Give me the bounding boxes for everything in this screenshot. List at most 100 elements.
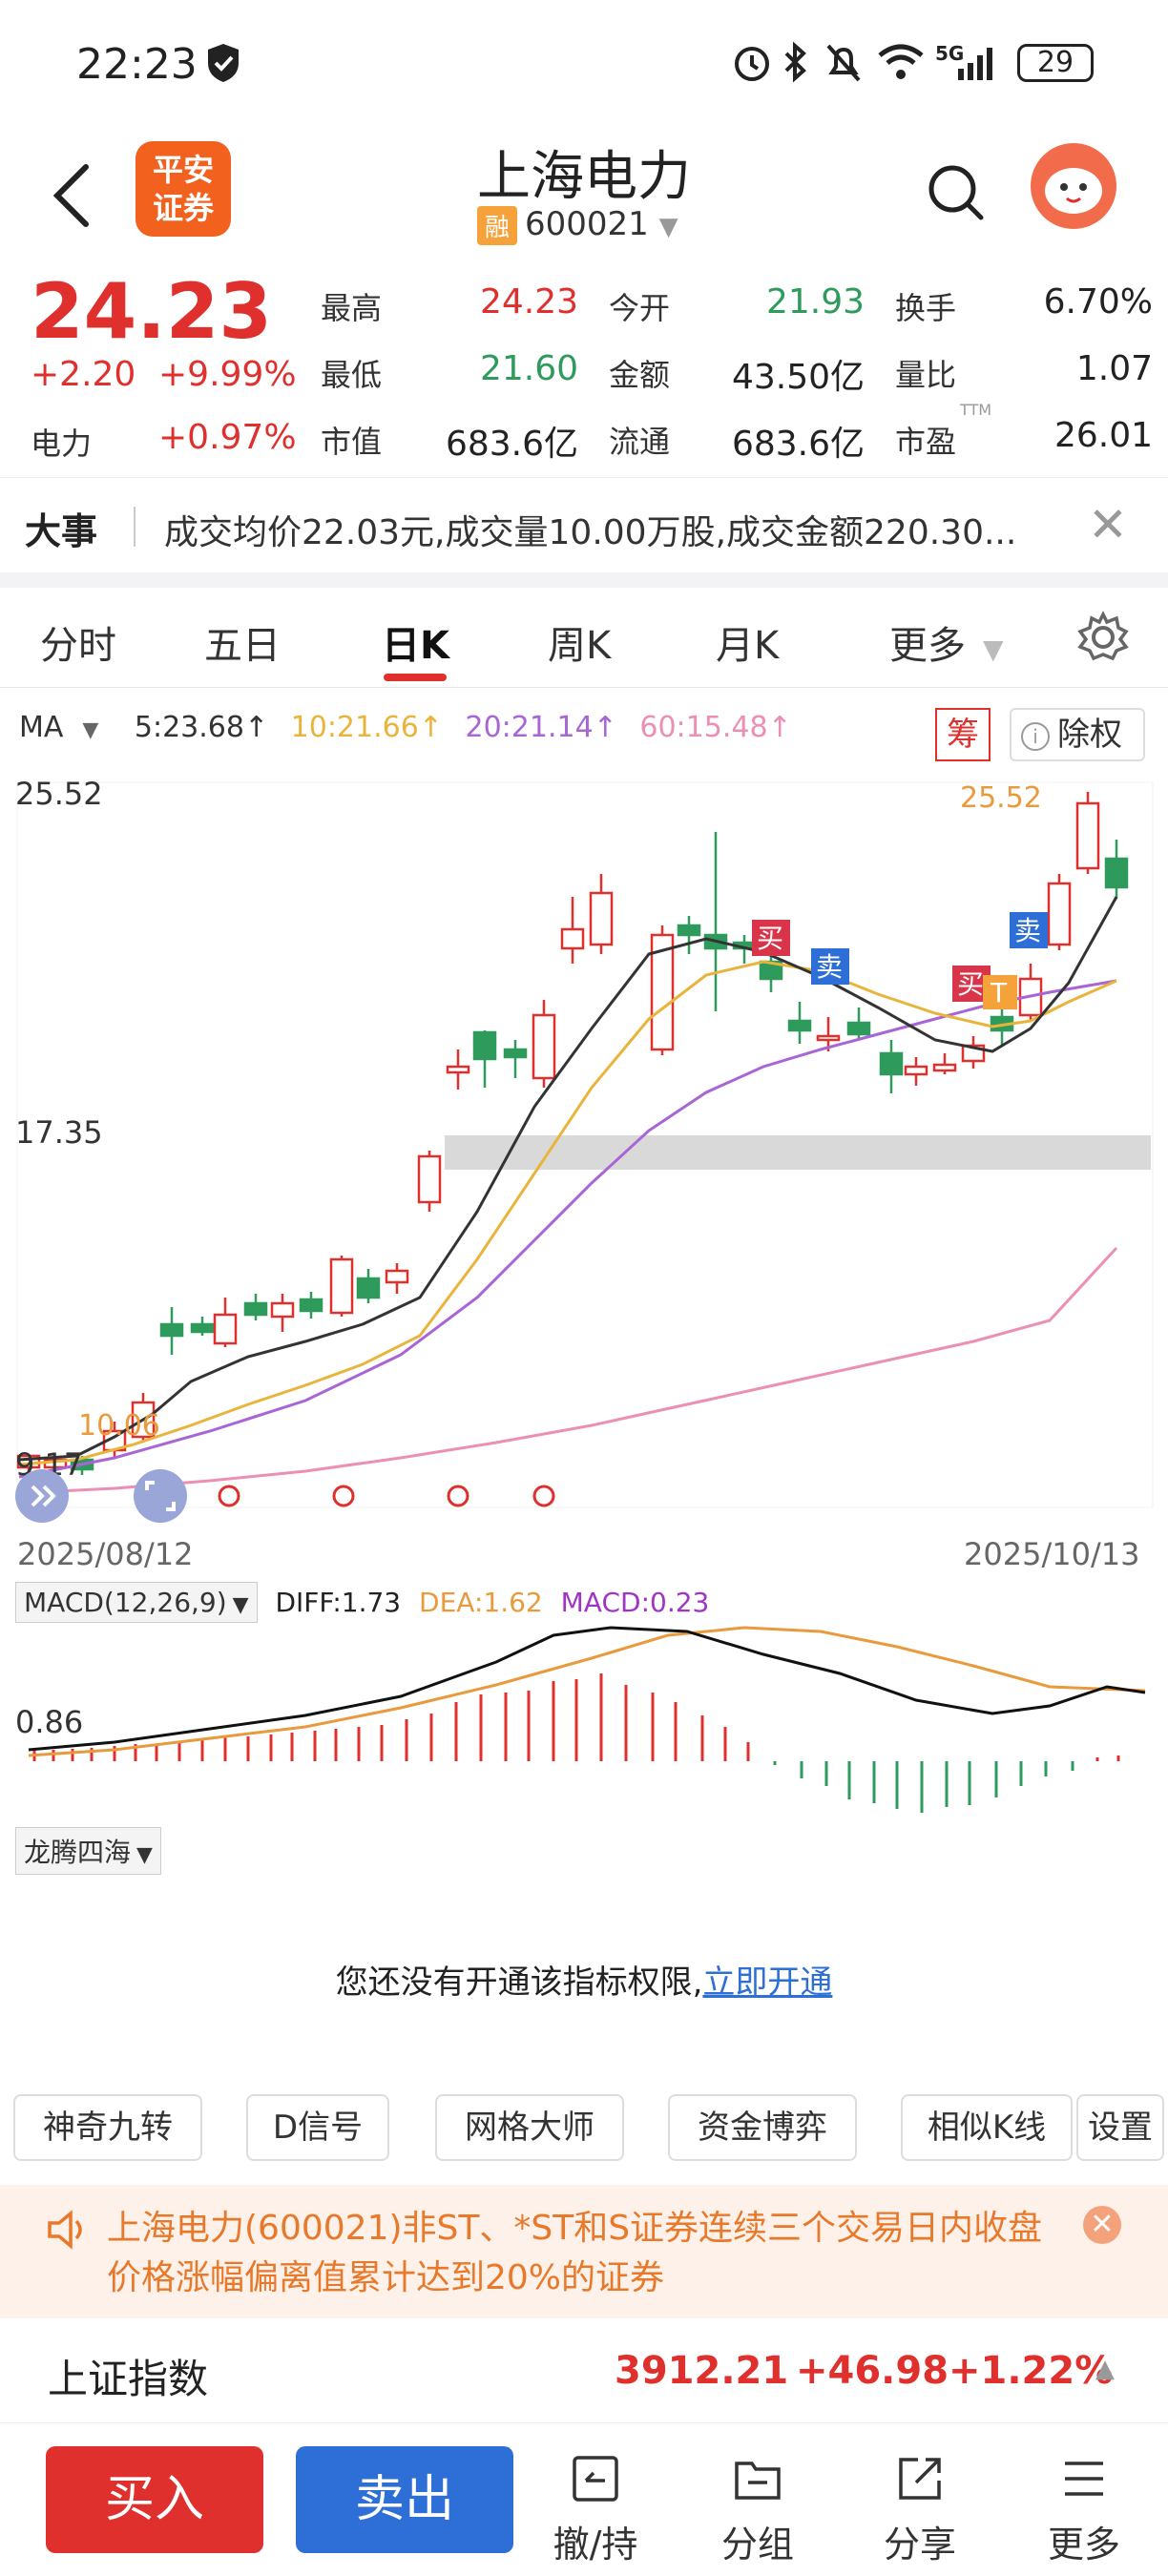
index-change: +46.98: [796, 2349, 949, 2393]
chip-distribution-button[interactable]: 筹: [935, 708, 991, 761]
ma-selector[interactable]: MA ▼: [19, 711, 112, 744]
macd-chart[interactable]: 0.86: [0, 1574, 1168, 1822]
tab-daily-k[interactable]: 日K: [382, 624, 449, 668]
chevron-up-icon[interactable]: ▲: [1095, 2355, 1115, 2383]
t-marker: [983, 975, 1017, 1009]
assistant-avatar[interactable]: [1031, 143, 1116, 229]
tab-5day[interactable]: 五日: [204, 624, 281, 668]
x-axis-start: 2025/08/12: [17, 1536, 194, 1572]
macd-legend: MACD(12,26,9) ▼ DIFF:1.73 DEA:1.62 MACD:0…: [15, 1582, 709, 1623]
bluetooth-icon: [784, 41, 806, 83]
tab-monthly-k[interactable]: 月K: [716, 624, 780, 668]
kline-chart[interactable]: 25.52 17.35 9.17 25.52 10.06 买 卖 买 卖 T: [0, 763, 1168, 1527]
gear-icon[interactable]: [1076, 611, 1130, 664]
candle-body: [879, 1051, 904, 1076]
share-button[interactable]: 分享: [853, 2452, 987, 2567]
tab-intraday[interactable]: 分时: [40, 624, 116, 668]
ma5-value: 5:23.68↑: [134, 711, 269, 744]
status-time: 22:23: [76, 40, 198, 89]
ex-rights-button[interactable]: i 除权: [1010, 708, 1145, 761]
macd-axis-label: 0.86: [15, 1704, 83, 1740]
search-icon[interactable]: [926, 162, 987, 223]
more-button[interactable]: 更多: [1017, 2452, 1151, 2567]
more-label: 更多: [1047, 2524, 1120, 2566]
sector-change-pct: +0.97%: [158, 418, 297, 457]
field-label: 换手: [895, 290, 957, 326]
star-icon: [332, 1485, 355, 1507]
ma10-value: 10:21.66↑: [290, 711, 443, 744]
folder-icon: [735, 2462, 781, 2500]
field-label: 今开: [609, 290, 671, 326]
news-bar[interactable]: 大事 成交均价22.03元,成交量10.00万股,成交金额220.30... ✕: [0, 477, 1168, 572]
candle-body: [213, 1313, 238, 1345]
star-icon: [532, 1485, 555, 1507]
index-value: 3912.21: [615, 2349, 789, 2393]
ma20-line: [18, 979, 1117, 1479]
candle-body: [329, 1257, 354, 1315]
margin-badge: 融: [477, 206, 518, 245]
bottom-action-bar: 买入 卖出 撤/持 分组 分享 更多: [0, 2423, 1168, 2576]
sell-button[interactable]: 卖出: [296, 2446, 513, 2553]
tab-weekly-k[interactable]: 周K: [548, 624, 612, 668]
activate-link[interactable]: 立即开通: [702, 1963, 833, 2002]
field-value: 683.6亿: [731, 425, 865, 464]
t-marker-label: T: [990, 977, 1008, 1008]
app-header: 平安 证券 上海电力 融 600021 ▼: [0, 124, 1168, 267]
candle-body: [1075, 801, 1100, 870]
tool-chip[interactable]: 相似K线: [901, 2094, 1073, 2161]
y-axis-mid: 17.35: [15, 1114, 103, 1151]
field-label: 最低: [321, 357, 383, 393]
candle-body: [1104, 857, 1129, 889]
buy-button[interactable]: 买入: [46, 2446, 263, 2553]
back-icon[interactable]: [38, 157, 105, 234]
group-button[interactable]: 分组: [691, 2452, 824, 2567]
tool-chip[interactable]: D信号: [246, 2094, 389, 2161]
expand-icon[interactable]: [15, 1469, 69, 1523]
low-price-label: 10.06: [78, 1409, 160, 1443]
candle-body: [1047, 882, 1072, 946]
divider: [134, 507, 136, 547]
high-price-label: 25.52: [960, 781, 1042, 815]
field-label: 市盈: [895, 424, 957, 460]
chevron-down-icon: ▼: [232, 1593, 249, 1617]
candle-body: [816, 1034, 841, 1042]
signal-icon: [958, 48, 992, 80]
tool-chip[interactable]: 网格大师: [435, 2094, 624, 2161]
news-tag: 大事: [25, 510, 98, 552]
stock-code: 600021: [525, 205, 649, 243]
sector-name[interactable]: 电力: [31, 426, 93, 462]
tool-chip[interactable]: 神奇九转: [13, 2094, 202, 2161]
warning-text: 上海电力(600021)非ST、*ST和S证券连续三个交易日内收盘价格涨幅偏离值…: [107, 2209, 1043, 2297]
close-icon[interactable]: ✕: [1083, 2206, 1121, 2244]
star-markers: [218, 1485, 555, 1507]
field-label: 量比: [895, 357, 957, 393]
candle-body: [190, 1322, 215, 1334]
candle-body: [299, 1298, 323, 1313]
star-icon: [218, 1485, 240, 1507]
ma5-line: [18, 896, 1118, 1462]
news-text[interactable]: 成交均价22.03元,成交量10.00万股,成交金额220.30...: [164, 513, 1017, 552]
section-gap: [0, 572, 1168, 588]
tab-more[interactable]: 更多 ▼: [889, 614, 1004, 670]
index-ticker[interactable]: 上证指数 3912.21 +46.98 +1.22% ▲: [0, 2318, 1168, 2423]
fullscreen-icon[interactable]: [134, 1469, 187, 1523]
price-change: +2.20: [31, 355, 136, 394]
indicator-selector[interactable]: 龙腾四海 ▼: [15, 1827, 161, 1875]
network-type: 5G: [935, 42, 965, 65]
macd-selector[interactable]: MACD(12,26,9) ▼: [15, 1582, 258, 1623]
macd-dea: DEA:1.62: [419, 1587, 543, 1618]
chevron-down-icon: ▼: [658, 213, 678, 241]
close-icon[interactable]: ✕: [1088, 497, 1128, 552]
stock-code-row[interactable]: 融 600021 ▼: [477, 205, 678, 245]
tab-more-label: 更多: [889, 624, 966, 668]
warning-banner[interactable]: 上海电力(600021)非ST、*ST和S证券连续三个交易日内收盘价格涨幅偏离值…: [0, 2185, 1168, 2318]
chevron-down-icon: ▼: [136, 1843, 153, 1867]
candle-body: [270, 1301, 295, 1319]
settings-chip[interactable]: 设置: [1076, 2094, 1164, 2161]
ma60-line: [18, 1246, 1118, 1495]
ex-rights-label: 除权: [1057, 716, 1122, 754]
cancel-hold-button[interactable]: 撤/持: [529, 2452, 662, 2567]
tool-chip[interactable]: 资金博弈: [668, 2094, 857, 2161]
share-icon: [899, 2458, 941, 2500]
sell-marker-label: 卖: [816, 951, 843, 983]
